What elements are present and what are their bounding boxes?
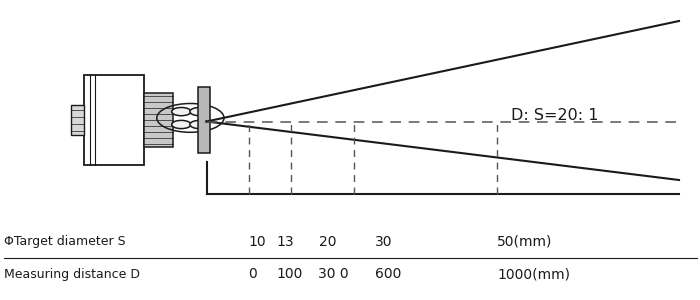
Circle shape: [172, 107, 191, 116]
Bar: [198, 87, 211, 153]
Circle shape: [190, 107, 209, 116]
Text: 1000(mm): 1000(mm): [497, 268, 570, 281]
Circle shape: [172, 120, 191, 129]
Text: 10: 10: [248, 235, 266, 248]
Text: 50(mm): 50(mm): [497, 235, 552, 248]
Circle shape: [190, 120, 209, 129]
Text: 600: 600: [374, 268, 401, 281]
Text: 13: 13: [276, 235, 294, 248]
Text: 100: 100: [276, 268, 303, 281]
Text: ΦTarget diameter S: ΦTarget diameter S: [4, 235, 125, 248]
Bar: [71, 105, 84, 135]
Bar: [144, 93, 173, 147]
Text: D: S=20: 1: D: S=20: 1: [511, 108, 598, 123]
Text: 20: 20: [318, 235, 336, 248]
Text: Measuring distance D: Measuring distance D: [4, 268, 139, 281]
Bar: [84, 75, 144, 165]
Text: 30: 30: [374, 235, 392, 248]
Text: 0: 0: [248, 268, 258, 281]
Text: 30 0: 30 0: [318, 268, 349, 281]
